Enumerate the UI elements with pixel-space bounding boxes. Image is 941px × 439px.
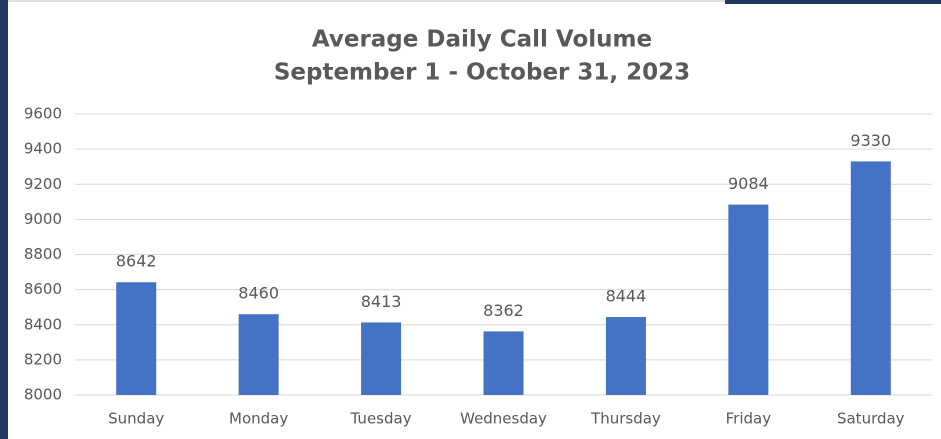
data-label: 9084: [728, 174, 769, 193]
chart-title: Average Daily Call Volume: [312, 27, 652, 53]
data-label: 8362: [483, 301, 524, 320]
y-tick-label: 9400: [24, 140, 62, 158]
bar: [483, 331, 524, 395]
y-tick-label: 9200: [24, 175, 62, 193]
bar: [116, 282, 157, 395]
x-tick-label: Tuesday: [350, 410, 412, 428]
data-label: 8413: [361, 292, 402, 311]
x-tick-label: Wednesday: [460, 410, 547, 428]
x-tick-label: Friday: [726, 410, 772, 428]
x-tick-label: Thursday: [590, 410, 661, 428]
data-label: 8642: [116, 252, 157, 271]
data-label: 9330: [850, 131, 891, 150]
y-tick-label: 8200: [24, 350, 62, 368]
y-tick-label: 9000: [24, 210, 62, 228]
x-tick-label: Saturday: [837, 410, 905, 428]
bar: [850, 161, 891, 395]
y-tick-label: 8400: [24, 315, 62, 333]
y-tick-label: 8800: [24, 245, 62, 263]
top-border: [725, 0, 941, 4]
bar: [238, 314, 279, 395]
chart-subtitle: September 1 - October 31, 2023: [274, 60, 690, 86]
bar: [728, 204, 769, 395]
data-label: 8460: [238, 284, 279, 303]
y-tick-label: 9600: [24, 105, 62, 123]
x-tick-label: Sunday: [108, 410, 164, 428]
x-tick-label: Monday: [229, 410, 288, 428]
data-label: 8444: [606, 287, 647, 306]
left-border: [0, 0, 8, 439]
y-tick-label: 8600: [24, 280, 62, 298]
bar: [361, 322, 402, 395]
y-tick-label: 8000: [24, 386, 62, 404]
bar: [605, 317, 646, 395]
